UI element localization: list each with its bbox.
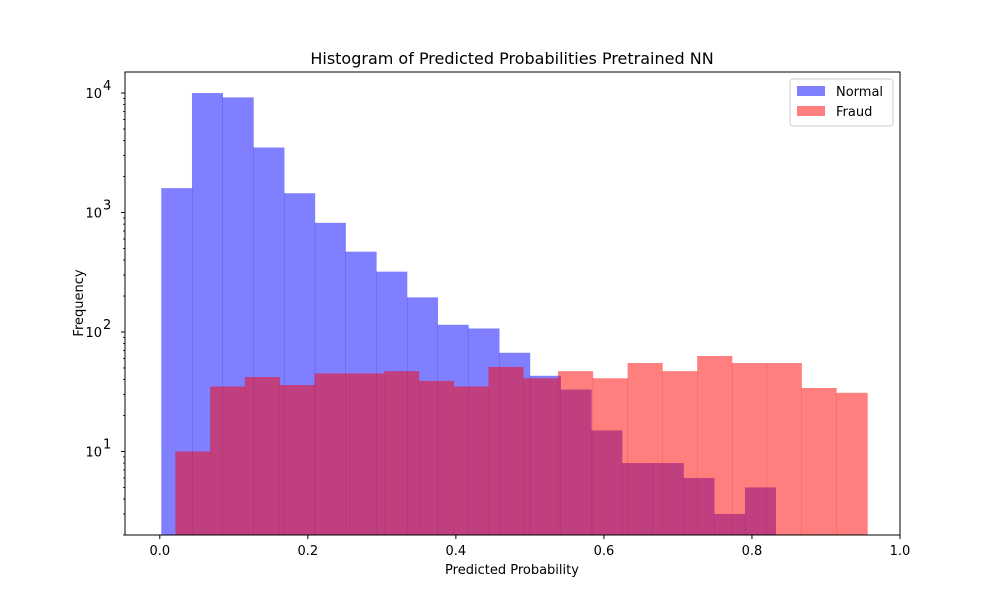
- fraud-bar-5: [349, 373, 385, 535]
- x-tick-label-5: 1.0: [890, 544, 911, 559]
- y-tick-label-1: 10: [85, 326, 102, 341]
- fraud-bar-18: [801, 387, 837, 535]
- y-axis-label: Frequency: [72, 269, 87, 336]
- fraud-bar-9: [488, 366, 524, 535]
- fraud-bar-4: [314, 373, 350, 535]
- fraud-bar-14: [662, 371, 698, 535]
- fraud-bar-2: [244, 377, 280, 535]
- fraud-bar-19: [836, 392, 868, 535]
- fraud-bar-16: [731, 363, 768, 535]
- fraud-bar-1: [210, 386, 246, 535]
- fraud-bar-0: [175, 451, 211, 535]
- legend-swatch-normal: [797, 86, 825, 96]
- fraud-bar-8: [453, 386, 489, 535]
- chart-title: Histogram of Predicted Probabilities Pre…: [310, 49, 713, 68]
- fraud-bar-6: [384, 371, 420, 535]
- legend-swatch-fraud: [797, 106, 825, 116]
- fraud-bar-13: [627, 363, 663, 535]
- y-tick-exponent-2: 3: [103, 199, 111, 214]
- legend-label-normal: Normal: [836, 85, 883, 100]
- x-tick-label-2: 0.4: [446, 544, 467, 559]
- legend: Normal Fraud: [789, 78, 894, 127]
- x-tick-label-4: 0.8: [742, 544, 763, 559]
- plot-area: [124, 71, 901, 536]
- y-tick-exponent-1: 2: [103, 318, 111, 333]
- y-tick-label-2: 10: [85, 207, 102, 222]
- fraud-bar-10: [523, 378, 559, 535]
- fraud-bar-3: [279, 385, 315, 535]
- x-axis-label: Predicted Probability: [445, 563, 579, 578]
- y-tick-label-0: 10: [85, 445, 102, 460]
- fraud-bar-7: [418, 380, 454, 535]
- fraud-bar-15: [697, 355, 733, 535]
- fraud-bar-17: [766, 363, 802, 535]
- y-tick-label-3: 10: [85, 87, 102, 102]
- y-tick-exponent-3: 4: [103, 79, 111, 94]
- fraud-bar-11: [558, 371, 594, 535]
- x-tick-label-3: 0.6: [594, 544, 615, 559]
- y-tick-exponent-0: 1: [103, 437, 111, 452]
- x-axis: 0.0 0.2 0.4 0.6 0.8 1.0: [149, 535, 910, 559]
- x-tick-label-0: 0.0: [149, 544, 170, 559]
- legend-label-fraud: Fraud: [836, 105, 872, 120]
- x-tick-label-1: 0.2: [297, 544, 318, 559]
- fraud-series-bars: [175, 355, 868, 535]
- fraud-bar-12: [592, 378, 628, 535]
- plot-frame: [124, 71, 901, 536]
